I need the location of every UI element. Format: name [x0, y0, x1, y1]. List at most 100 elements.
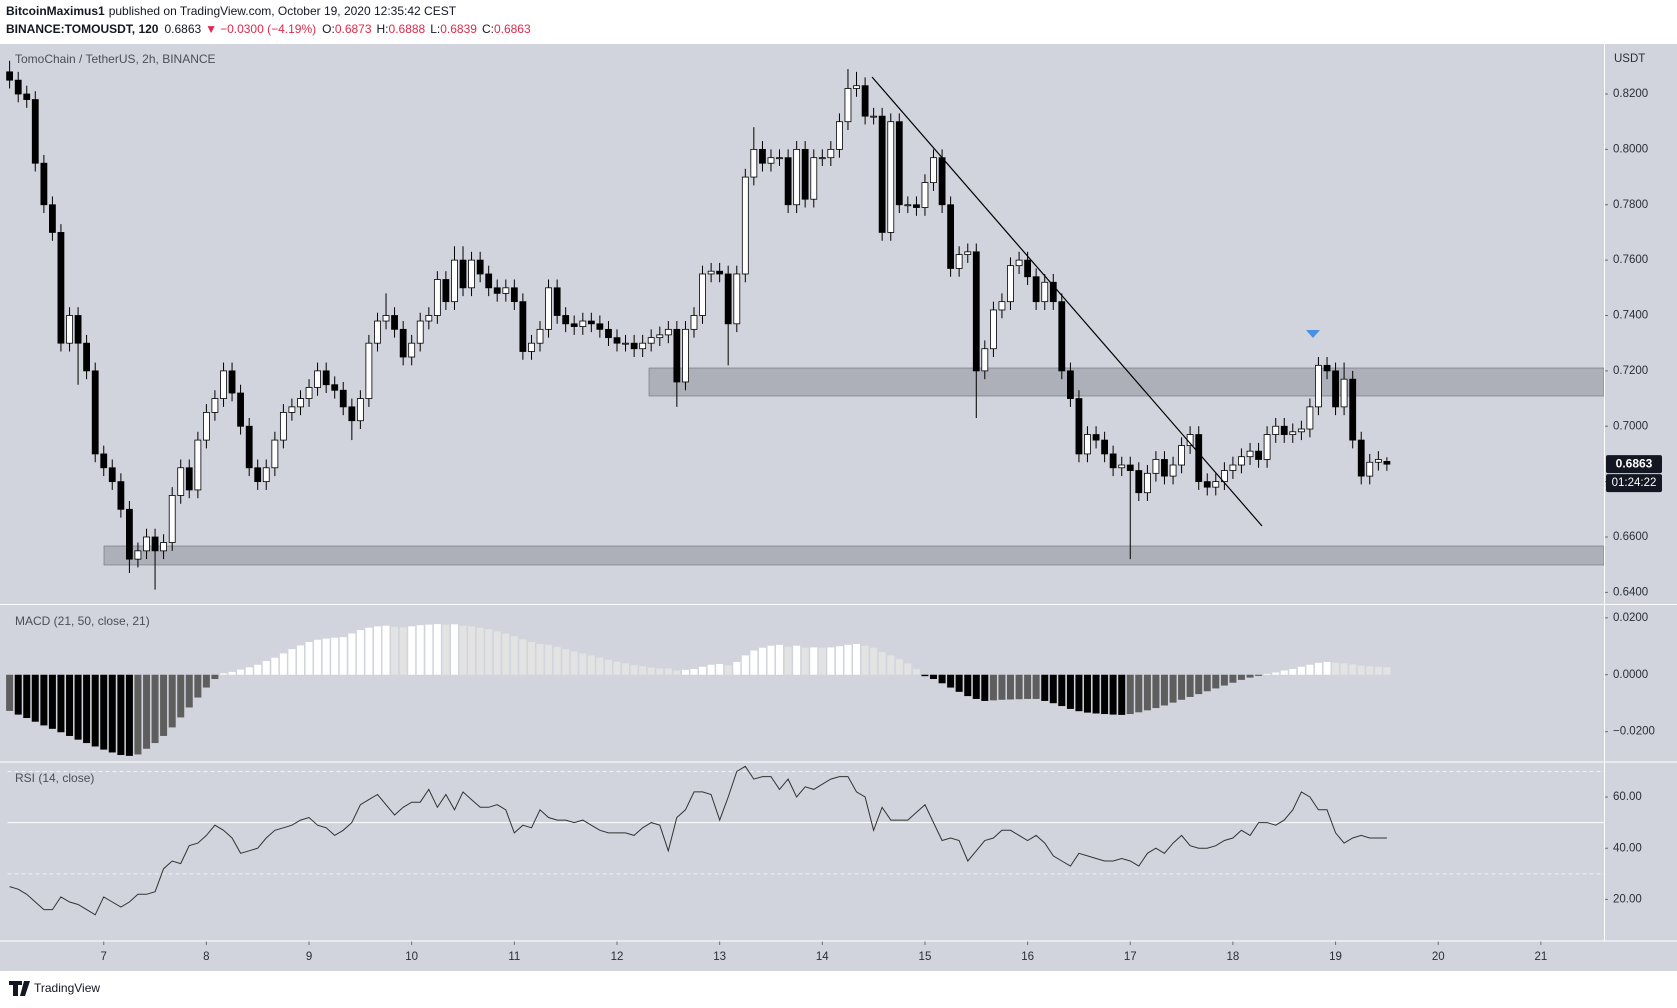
macd-bar	[844, 644, 852, 675]
candle-body	[887, 121, 895, 233]
candle-body	[622, 342, 629, 345]
macd-bar	[202, 674, 210, 688]
macd-bar	[1263, 673, 1271, 675]
macd-bar	[989, 674, 997, 701]
high-label: H:	[377, 22, 389, 36]
candle-body	[981, 348, 989, 372]
candle-body	[1032, 276, 1040, 303]
macd-bar	[322, 638, 330, 675]
candle-body	[656, 334, 664, 339]
macd-bar	[1366, 666, 1374, 675]
macd-bar	[929, 674, 937, 680]
candle-body	[493, 287, 501, 294]
macd-bar	[91, 674, 99, 747]
candle-body	[536, 328, 544, 344]
macd-bar	[143, 674, 151, 749]
x-tick-label: 8	[203, 951, 209, 963]
macd-bar	[356, 630, 364, 675]
candle-body	[262, 467, 270, 483]
resistance-zone	[648, 367, 1605, 397]
candle-body	[245, 425, 253, 469]
x-tick-label: 11	[508, 951, 520, 963]
macd-bar	[570, 651, 578, 675]
macd-bar	[1297, 666, 1305, 675]
y-tick-label: 0.6400	[1613, 586, 1648, 598]
candle-body	[1212, 481, 1220, 488]
candle-body	[416, 320, 424, 344]
macd-bar	[955, 674, 963, 692]
countdown-label: 01:24:22	[1612, 477, 1657, 489]
candle-body	[442, 279, 450, 303]
macd-bar	[160, 674, 168, 736]
macd-bar	[553, 646, 561, 675]
candle-body	[322, 370, 330, 386]
candle-body	[297, 398, 304, 408]
candle-body	[1007, 265, 1014, 303]
macd-bar	[793, 645, 801, 675]
macd-bar	[1332, 662, 1340, 675]
macd-bar	[31, 674, 39, 722]
brand-logo	[9, 981, 30, 996]
macd-bar	[288, 649, 296, 675]
candle-body	[1195, 434, 1203, 483]
candle-body	[587, 320, 595, 325]
candle-body	[570, 323, 578, 327]
macd-bar	[1186, 674, 1194, 697]
macd-bar	[125, 674, 133, 756]
publisher: BitcoinMaximus1	[6, 4, 105, 18]
candle-body	[810, 157, 818, 200]
candle-body	[972, 251, 980, 372]
candle-body	[716, 270, 724, 275]
candle-body	[904, 204, 912, 207]
candle-body	[1280, 425, 1288, 435]
candle-body	[947, 204, 955, 269]
macd-bar	[604, 659, 612, 675]
macd-bar	[297, 645, 305, 675]
candle-body	[23, 93, 31, 100]
macd-bar	[784, 646, 792, 675]
candle-body	[1306, 406, 1314, 430]
candle-body	[1084, 434, 1091, 455]
candle-body	[220, 370, 227, 399]
macd-bar	[194, 674, 202, 698]
candle-body	[1024, 259, 1032, 278]
macd-bar	[947, 674, 955, 688]
macd-bar	[1229, 674, 1237, 683]
candle-body	[682, 328, 689, 383]
macd-bar	[998, 674, 1006, 700]
candle-body	[545, 287, 552, 330]
macd-bar	[921, 674, 929, 677]
x-tick-label: 7	[101, 951, 107, 963]
candle-body	[399, 328, 407, 358]
candle-body	[451, 259, 458, 303]
macd-bar	[1024, 674, 1032, 699]
macd-bar	[237, 669, 245, 675]
macd-bar	[262, 661, 270, 675]
signal-marker	[1306, 330, 1320, 338]
macd-bar	[1101, 674, 1109, 715]
y-tick-label: 60.00	[1613, 791, 1642, 803]
macd-bar	[339, 637, 347, 675]
macd-bar	[758, 647, 766, 675]
macd-bar	[74, 674, 82, 740]
price-tag	[1606, 455, 1662, 474]
candle-body	[1246, 450, 1254, 458]
candle-body	[818, 157, 826, 160]
trendline	[871, 76, 1263, 527]
macd-bar	[348, 633, 356, 675]
macd-bar	[904, 663, 912, 675]
candle-body	[690, 315, 698, 330]
candle-body	[1203, 481, 1211, 488]
macd-bar	[1092, 674, 1100, 714]
candle-body	[784, 157, 792, 206]
macd-bar	[878, 651, 886, 675]
candle-body	[793, 148, 801, 206]
macd-bar	[887, 655, 895, 675]
x-tick-label: 16	[1021, 951, 1034, 963]
macd-bar	[767, 645, 775, 675]
candle-body	[1118, 464, 1126, 469]
macd-bar	[48, 674, 56, 729]
last-price: 0.6863	[164, 22, 201, 36]
x-tick-label: 18	[1227, 951, 1240, 963]
candle-body	[998, 301, 1006, 311]
